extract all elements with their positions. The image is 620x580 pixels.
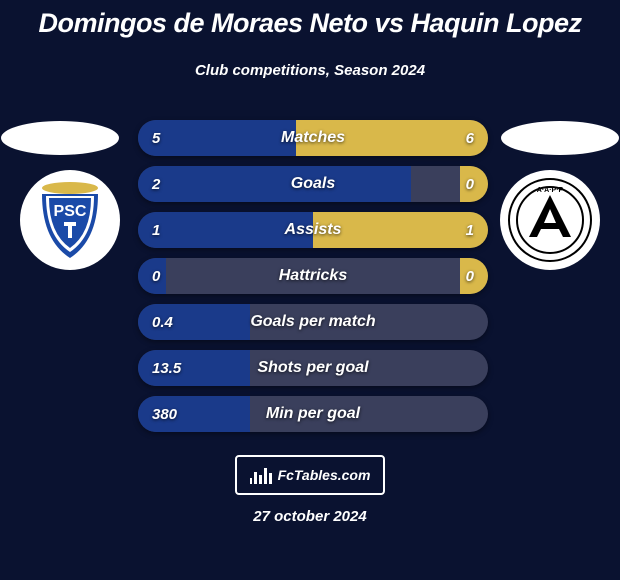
stat-row: 2Goals0 — [138, 166, 488, 202]
stat-label: Matches — [138, 120, 488, 156]
svg-text:A·A·P·P: A·A·P·P — [537, 187, 564, 194]
stat-row: 13.5Shots per goal — [138, 350, 488, 386]
stat-value-right: 1 — [466, 212, 474, 248]
subtitle: Club competitions, Season 2024 — [0, 62, 620, 79]
stat-label: Hattricks — [138, 258, 488, 294]
stat-label: Min per goal — [138, 396, 488, 432]
page-title: Domingos de Moraes Neto vs Haquin Lopez — [0, 8, 620, 39]
stat-row: 0Hattricks0 — [138, 258, 488, 294]
svg-text:PSC: PSC — [54, 203, 87, 220]
bar-chart-icon — [250, 466, 272, 484]
club-crest-left: PSC — [20, 170, 120, 270]
stat-label: Shots per goal — [138, 350, 488, 386]
stat-value-right: 0 — [466, 166, 474, 202]
stat-value-right: 0 — [466, 258, 474, 294]
comparison-bars: 5Matches62Goals01Assists10Hattricks00.4G… — [138, 120, 488, 442]
brand-name: FcTables.com — [278, 467, 371, 483]
stat-row: 0.4Goals per match — [138, 304, 488, 340]
player-photo-right — [501, 121, 619, 155]
shield-icon: PSC — [34, 180, 106, 260]
footer-date: 27 october 2024 — [0, 508, 620, 525]
stat-value-right: 6 — [466, 120, 474, 156]
stat-row: 380Min per goal — [138, 396, 488, 432]
stat-label: Goals per match — [138, 304, 488, 340]
stat-label: Goals — [138, 166, 488, 202]
player-photo-left — [1, 121, 119, 155]
club-crest-right: A·A·P·P — [500, 170, 600, 270]
stat-label: Assists — [138, 212, 488, 248]
stat-row: 1Assists1 — [138, 212, 488, 248]
brand-logo: FcTables.com — [235, 455, 385, 495]
stat-row: 5Matches6 — [138, 120, 488, 156]
shield-icon: A·A·P·P — [507, 177, 593, 263]
